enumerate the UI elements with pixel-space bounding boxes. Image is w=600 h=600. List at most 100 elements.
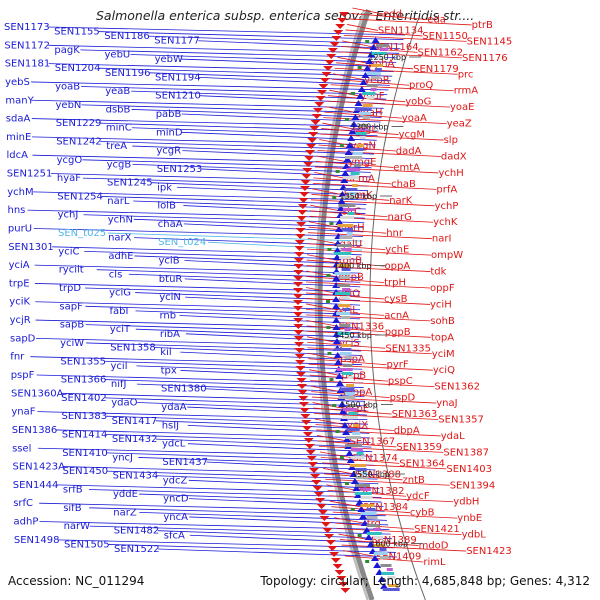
feature-block (372, 528, 381, 531)
reverse-gene-arrow (314, 102, 325, 107)
feature-block (362, 116, 370, 119)
gene-leader-line (84, 287, 361, 297)
gene-leader-line (312, 182, 437, 190)
forward-gene-arrow (332, 303, 341, 309)
gene-label: rrmA (454, 86, 479, 97)
gene-leader-line (328, 495, 454, 503)
reverse-gene-arrow (293, 300, 304, 305)
scale-label: 1350 kbp (339, 192, 377, 201)
gene-label: hsIJ (162, 420, 179, 431)
gene-label: narX (108, 233, 132, 244)
feature-block (339, 236, 353, 239)
forward-gene-arrow (336, 205, 345, 211)
gene-label: oppA (385, 261, 411, 272)
forward-gene-arrow (342, 163, 351, 169)
gene-label: zntB (403, 475, 426, 486)
feature-block (346, 168, 361, 171)
feature-block (355, 476, 369, 479)
gene-label: ydaA (161, 402, 186, 413)
feature-block (366, 532, 382, 535)
gene-label: SEN1253 (157, 164, 203, 175)
gene-leader-line (309, 369, 342, 377)
feature-block (346, 428, 360, 431)
reverse-gene-arrow (293, 294, 304, 299)
feature-marker (329, 378, 334, 381)
feature-block (339, 324, 351, 327)
forward-gene-arrow (333, 247, 342, 253)
gene-leader-line (104, 360, 363, 370)
forward-gene-arrow (337, 198, 346, 204)
gene-label: SEN1382 (359, 486, 405, 497)
gene-leader-line (348, 18, 472, 26)
gene-label: topA (431, 332, 454, 343)
gene-label: SEN1229 (56, 118, 102, 129)
gene-label: sdaA (6, 114, 31, 125)
forward-gene-arrow (351, 114, 360, 120)
reverse-gene-arrow (299, 186, 310, 191)
feature-block (336, 244, 352, 247)
gene-leader-line (180, 58, 395, 68)
feature-block (353, 424, 359, 427)
accession-label: Accession: NC_011294 (8, 574, 145, 588)
gene-label: SEN1358 (110, 343, 156, 354)
forward-gene-arrow (332, 338, 341, 344)
reverse-gene-arrow (311, 114, 322, 119)
feature-block (356, 452, 364, 455)
forward-gene-arrow (349, 471, 358, 477)
gene-label: yebS (5, 77, 30, 88)
gene-leader-line (184, 278, 361, 288)
gene-leader-line (308, 221, 341, 229)
reverse-gene-arrow (297, 204, 308, 209)
gene-leader-line (37, 411, 368, 421)
feature-block (354, 492, 372, 495)
reverse-gene-arrow (324, 534, 335, 539)
gene-label: dbpA (394, 425, 420, 436)
gene-label: narK (389, 195, 413, 206)
gene-leader-line (131, 127, 378, 137)
gene-label: yncA (163, 512, 188, 523)
forward-gene-arrow (380, 583, 389, 589)
gene-leader-line (347, 24, 378, 31)
gene-leader-line (128, 273, 361, 283)
forward-gene-arrow (354, 100, 363, 106)
feature-marker (365, 560, 370, 563)
gene-label: SEN1388 (355, 469, 401, 480)
gene-leader-line (319, 451, 353, 459)
gene-leader-line (332, 511, 458, 519)
gene-leader-line (307, 352, 341, 360)
reverse-gene-arrow (324, 60, 335, 65)
forward-gene-arrow (355, 499, 364, 505)
gene-label: tonB (339, 256, 362, 267)
reverse-gene-arrow (307, 138, 318, 143)
gene-label: SEN1155 (54, 27, 100, 38)
gene-label: SEN1360A (11, 388, 64, 399)
gene-leader-line (47, 26, 406, 36)
feature-marker (357, 66, 362, 69)
reverse-gene-arrow (313, 108, 324, 113)
feature-block (370, 88, 377, 91)
gene-leader-line (321, 128, 399, 135)
gene-label: yciH (430, 299, 452, 310)
gene-label: SEN1251 (7, 169, 53, 180)
feature-marker (365, 40, 370, 43)
feature-block (355, 132, 367, 135)
reverse-gene-arrow (322, 528, 333, 533)
scale-label: 1600 kbp (370, 540, 408, 549)
gene-leader-line (50, 173, 370, 182)
gene-leader-line (318, 446, 444, 453)
feature-block (370, 76, 380, 79)
gene-label: ydaL (441, 431, 465, 442)
forward-gene-arrow (340, 422, 349, 428)
gene-leader-line (177, 186, 368, 196)
gene-label: SEN1450 (63, 466, 109, 477)
reverse-gene-arrow (315, 96, 326, 101)
gene-leader-line (139, 511, 388, 521)
gene-label: ptrB (472, 20, 493, 31)
feature-block (350, 456, 365, 459)
reverse-gene-arrow (296, 378, 307, 383)
gene-leader-line (325, 106, 357, 114)
gene-leader-line (306, 281, 431, 289)
gene-leader-line (131, 90, 387, 100)
gene-label: SEN1387 (443, 447, 489, 458)
feature-marker (327, 248, 332, 251)
